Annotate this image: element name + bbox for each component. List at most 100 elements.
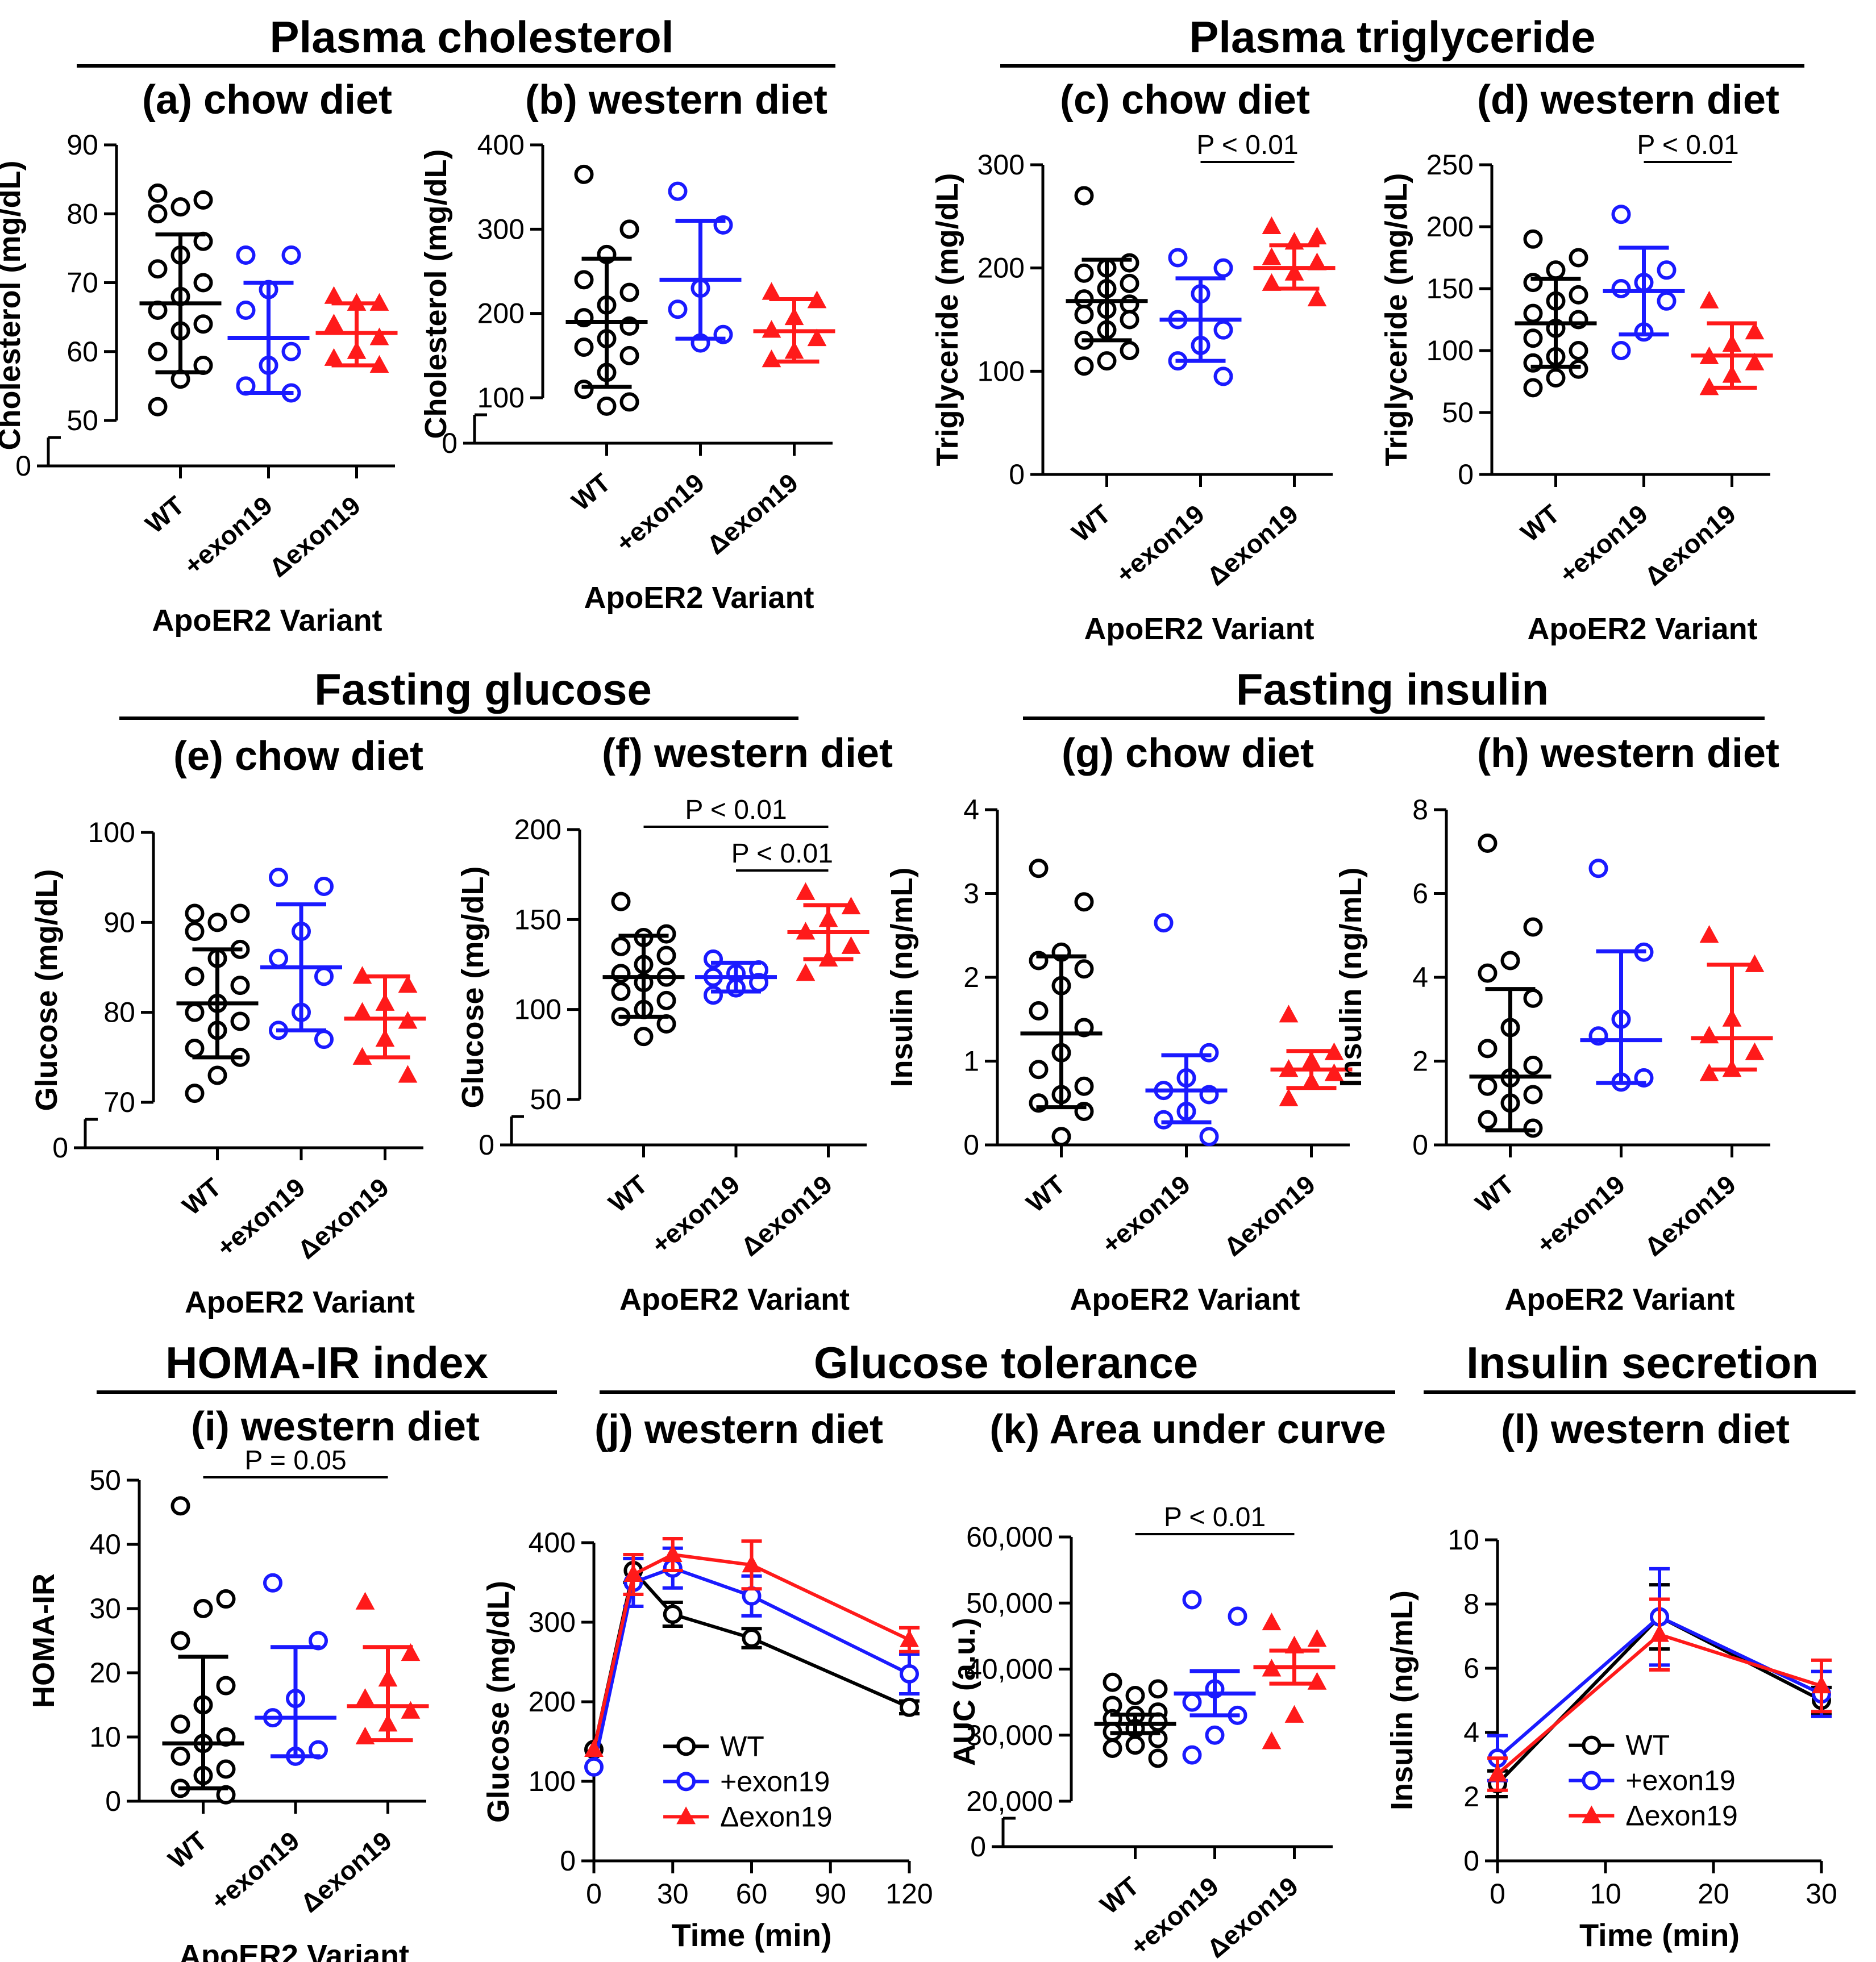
x-category-label: WT bbox=[140, 490, 190, 539]
data-point bbox=[1125, 1735, 1145, 1755]
y-tick-label: 1 bbox=[963, 1045, 979, 1077]
data-point bbox=[1074, 892, 1094, 912]
y-tick-label: 20 bbox=[89, 1657, 121, 1689]
x-category-label: +exon19 bbox=[1530, 1169, 1630, 1260]
data-point bbox=[1284, 1705, 1304, 1723]
data-point bbox=[1569, 285, 1588, 305]
x-category-label: Δexon19 bbox=[1218, 1169, 1321, 1262]
chart-c: 0 100 200 300 (c) chow diet Triglyceride (mg/… bbox=[930, 77, 1336, 646]
section-title-homa: HOMA-IR index bbox=[165, 1338, 488, 1388]
section-header-glucose: Fasting glucose bbox=[119, 664, 798, 720]
data-point bbox=[314, 967, 334, 986]
data-point bbox=[207, 913, 227, 932]
group-2 bbox=[1691, 925, 1773, 1081]
data-point bbox=[314, 877, 334, 896]
group-0 bbox=[1094, 1672, 1176, 1768]
data-point bbox=[668, 181, 688, 201]
x-axis-label: ApoER2 Variant bbox=[1070, 1282, 1300, 1317]
data-point bbox=[281, 341, 301, 361]
data-point bbox=[1523, 1118, 1543, 1138]
data-point bbox=[796, 882, 816, 900]
x-axis-label: Time (min) bbox=[1579, 1917, 1740, 1953]
x-axis-label: ApoER2 Variant bbox=[152, 603, 382, 638]
group-1 bbox=[1580, 859, 1662, 1092]
x-axis-label: ApoER2 Variant bbox=[584, 581, 814, 615]
chart-a: 50 60 70 80 90 0 (a) chow diet Cholesterol (mg/… bbox=[0, 77, 398, 638]
data-point bbox=[170, 1746, 190, 1766]
data-point bbox=[324, 348, 344, 366]
x-tick-label: 30 bbox=[1806, 1878, 1837, 1910]
legend-label: +exon19 bbox=[720, 1765, 830, 1797]
chart-title: (b) western diet bbox=[525, 77, 827, 123]
data-point bbox=[1546, 260, 1566, 280]
data-point bbox=[185, 903, 205, 923]
y-tick-label: 80 bbox=[66, 198, 98, 230]
section-header-triglyceride: Plasma triglyceride bbox=[1000, 12, 1804, 68]
y-axis-label: Glucose (mg/dL) bbox=[481, 1581, 515, 1823]
y-tick-label: 10 bbox=[1447, 1524, 1479, 1556]
group-2 bbox=[1691, 290, 1773, 395]
y-tick-label-zero: 0 bbox=[970, 1831, 986, 1863]
data-point bbox=[185, 1002, 205, 1022]
y-tick-label-zero: 0 bbox=[15, 450, 31, 482]
data-point bbox=[619, 345, 639, 365]
data-point bbox=[1500, 951, 1520, 970]
group-2 bbox=[1253, 1613, 1336, 1749]
data-point bbox=[193, 190, 213, 210]
data-point bbox=[193, 1599, 213, 1618]
y-tick-label: 30,000 bbox=[966, 1719, 1053, 1751]
group-0 bbox=[602, 892, 685, 1047]
group-1 bbox=[260, 868, 342, 1049]
y-axis-label: HOMA-IR bbox=[27, 1573, 61, 1708]
y-tick-label: 40,000 bbox=[966, 1653, 1053, 1685]
group-1 bbox=[1174, 1590, 1256, 1765]
y-tick-label: 50 bbox=[66, 405, 98, 436]
group-2 bbox=[315, 286, 398, 373]
data-point bbox=[663, 1544, 683, 1562]
y-tick-label: 6 bbox=[1463, 1652, 1479, 1684]
data-point bbox=[1120, 341, 1139, 360]
chart-title: (e) chow diet bbox=[173, 734, 423, 779]
data-point bbox=[597, 396, 617, 416]
group-2 bbox=[787, 882, 870, 981]
x-axis-label: ApoER2 Variant bbox=[1504, 1282, 1734, 1317]
group-0 bbox=[1469, 834, 1551, 1138]
chart-title: (a) chow diet bbox=[142, 77, 392, 123]
chart-d: 0 50 100 150 200 250(d) western diet Triglycer… bbox=[1379, 77, 1779, 646]
data-point bbox=[1657, 291, 1677, 311]
data-point bbox=[1812, 1675, 1831, 1694]
x-tick-label: 0 bbox=[1490, 1878, 1505, 1910]
y-tick-label: 60,000 bbox=[966, 1521, 1053, 1553]
legend-label: WT bbox=[1625, 1730, 1670, 1761]
series-2 bbox=[584, 1537, 920, 1757]
chart-k: 20,000 30,000 40,000 50,000 60,000 0 (k) Area … bbox=[947, 1407, 1386, 1962]
data-point bbox=[1611, 205, 1631, 224]
group-0 bbox=[162, 1496, 244, 1805]
group-0 bbox=[1515, 229, 1597, 398]
y-tick-label: 100 bbox=[529, 1765, 576, 1797]
legend-entry: WT bbox=[663, 1730, 764, 1762]
data-point bbox=[1213, 320, 1233, 340]
data-point bbox=[1103, 1672, 1122, 1692]
y-tick-label: 40 bbox=[89, 1528, 121, 1560]
data-point bbox=[281, 245, 301, 265]
chart-l: (l) western diet 0 2 4 6 8 10 0 10 20 30 Insulin (n… bbox=[1385, 1407, 1837, 1953]
y-tick-label: 0 bbox=[560, 1845, 576, 1877]
section-title-gtt: Glucose tolerance bbox=[814, 1338, 1198, 1388]
group-1 bbox=[1603, 205, 1685, 360]
y-tick-label: 200 bbox=[477, 298, 525, 330]
x-category-label: +exon19 bbox=[610, 468, 709, 558]
data-point bbox=[314, 1030, 334, 1049]
data-point bbox=[623, 1564, 643, 1582]
chart-title: (j) western diet bbox=[594, 1407, 883, 1452]
x-category-label: +exon19 bbox=[205, 1826, 305, 1916]
y-tick-label: 300 bbox=[529, 1606, 576, 1638]
group-2 bbox=[344, 966, 426, 1083]
section-title-secretion: Insulin secretion bbox=[1466, 1338, 1819, 1388]
x-category-label: +exon19 bbox=[1110, 499, 1209, 589]
x-category-label: +exon19 bbox=[1553, 499, 1653, 589]
data-point bbox=[401, 1701, 421, 1719]
y-tick-label: 0 bbox=[1463, 1845, 1479, 1877]
data-point bbox=[1213, 366, 1233, 386]
